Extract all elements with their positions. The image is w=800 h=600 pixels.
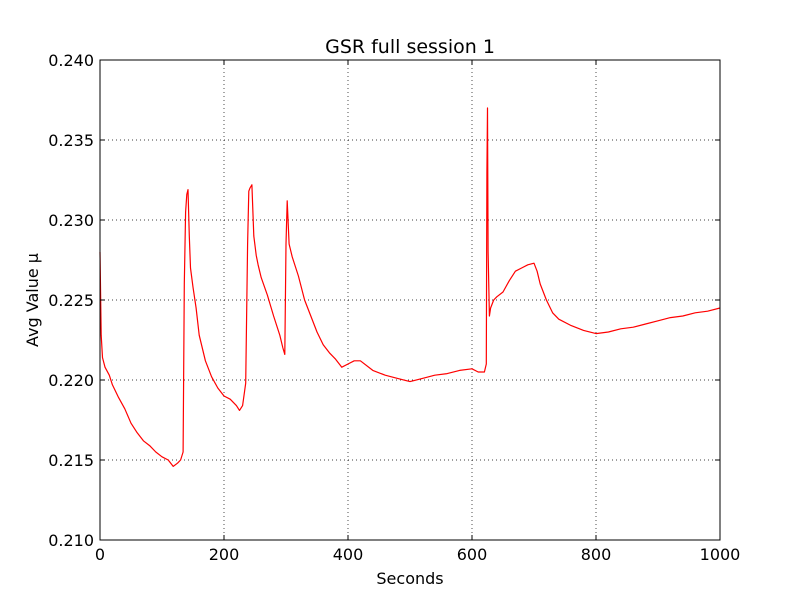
y-tick-label: 0.215	[48, 451, 94, 470]
ticks	[99, 59, 721, 541]
series-line-0	[99, 107, 721, 467]
x-tick-label: 600	[457, 545, 488, 564]
tick-labels: 0 200 400 600 800 1000 0.210 0.215 0.220 0.225 0.2…	[48, 51, 740, 564]
y-tick-label: 0.210	[48, 531, 94, 550]
x-tick-label: 1000	[700, 545, 741, 564]
x-tick-label: 0	[95, 545, 105, 564]
x-tick-label: 200	[209, 545, 240, 564]
x-axis-title: Seconds	[376, 569, 443, 588]
y-axis-title: Avg Value µ	[23, 253, 42, 347]
y-tick-label: 0.240	[48, 51, 94, 70]
y-tick-label: 0.235	[48, 131, 94, 150]
y-tick-label: 0.230	[48, 211, 94, 230]
y-tick-label: 0.225	[48, 291, 94, 310]
series-layer	[99, 107, 721, 467]
grid	[100, 60, 720, 540]
x-tick-label: 800	[581, 545, 612, 564]
chart-title: GSR full session 1	[325, 36, 495, 58]
y-tick-label: 0.220	[48, 371, 94, 390]
x-tick-label: 400	[333, 545, 364, 564]
